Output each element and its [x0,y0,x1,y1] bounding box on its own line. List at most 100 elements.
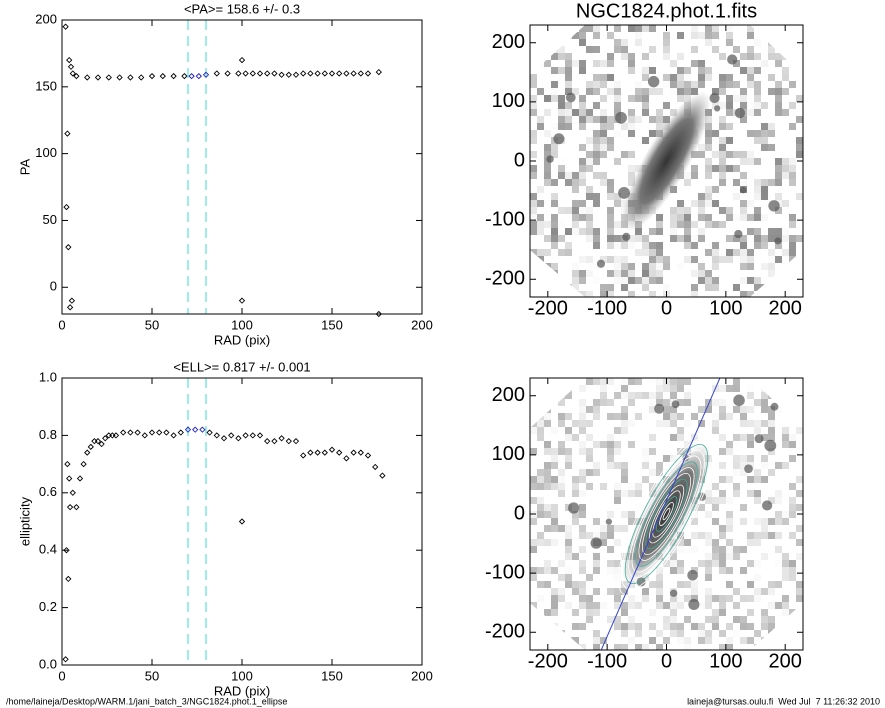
pixel [684,644,691,650]
pixel [530,518,537,525]
pixel [705,172,712,179]
pixel [593,193,600,200]
pixel [586,574,593,581]
pixel [628,637,635,644]
pixel [712,130,719,137]
pixel [621,284,628,291]
pixel [656,469,663,476]
pixel [579,200,586,207]
pixel [621,406,628,413]
pixel [775,242,782,249]
pixel [579,560,586,567]
pixel [740,249,747,256]
pixel [691,518,698,525]
pixel [698,151,705,158]
pixel [530,637,537,644]
point [264,438,271,445]
pixel [768,39,775,46]
pixel [740,546,747,553]
pixel [782,602,789,609]
pixel [761,518,768,525]
pixel [600,637,607,644]
pixel [747,32,754,39]
pixel [705,539,712,546]
pixel [551,193,558,200]
pixel [579,623,586,630]
pixel [614,200,621,207]
pixel [565,574,572,581]
pixel [789,609,796,616]
pixel [600,137,607,144]
pixel [677,214,684,221]
pixel [712,46,719,53]
pixel [558,165,565,172]
pixel [607,235,614,242]
point [213,432,220,439]
pixel [537,25,544,32]
pixel [537,469,544,476]
pixel [572,277,579,284]
pixel [782,158,789,165]
pixel [544,130,551,137]
pixel [551,235,558,242]
pixel [670,602,677,609]
pixel [663,399,670,406]
pixel [747,406,754,413]
pixel [789,123,796,130]
pixel [642,455,649,462]
pixel [768,270,775,277]
pixel [733,462,740,469]
y-axis-label: PA [17,158,32,175]
pixel [656,399,663,406]
point [65,575,72,583]
star [734,107,746,119]
pixel [663,46,670,53]
point [159,72,166,80]
pixel [621,427,628,434]
pixel [782,574,789,581]
star [565,92,576,103]
pixel [719,644,726,650]
pixel [558,539,565,546]
y-tick-label: 200 [35,11,57,26]
pixel [586,602,593,609]
pixel [649,291,656,297]
pixel [565,179,572,186]
pixel [530,385,537,392]
point [63,203,70,211]
star [687,569,698,581]
pixel [733,165,740,172]
point [350,449,357,456]
pixel [726,567,733,574]
pixel [754,186,761,193]
pixel [712,609,719,616]
pixel [586,406,593,413]
pixel [775,158,782,165]
y-tick-label: 0.8 [39,427,57,442]
pixel [537,511,544,518]
pixel [572,109,579,116]
pixel [726,609,733,616]
pixel [649,270,656,277]
pixel [698,200,705,207]
pixel [579,581,586,588]
pixel [782,434,789,441]
pixel [586,448,593,455]
pixel [537,476,544,483]
pixel [768,532,775,539]
pixel [593,60,600,67]
pixel [677,427,684,434]
pixel [586,434,593,441]
star [615,111,627,124]
pixel [698,560,705,567]
pixel [565,434,572,441]
pixel [558,483,565,490]
pixel [537,221,544,228]
pixel [579,270,586,277]
pixel [670,630,677,637]
pixel [796,270,803,277]
pixel [782,623,789,630]
pixel [649,434,656,441]
pixel [712,25,719,32]
pixel [789,270,796,277]
